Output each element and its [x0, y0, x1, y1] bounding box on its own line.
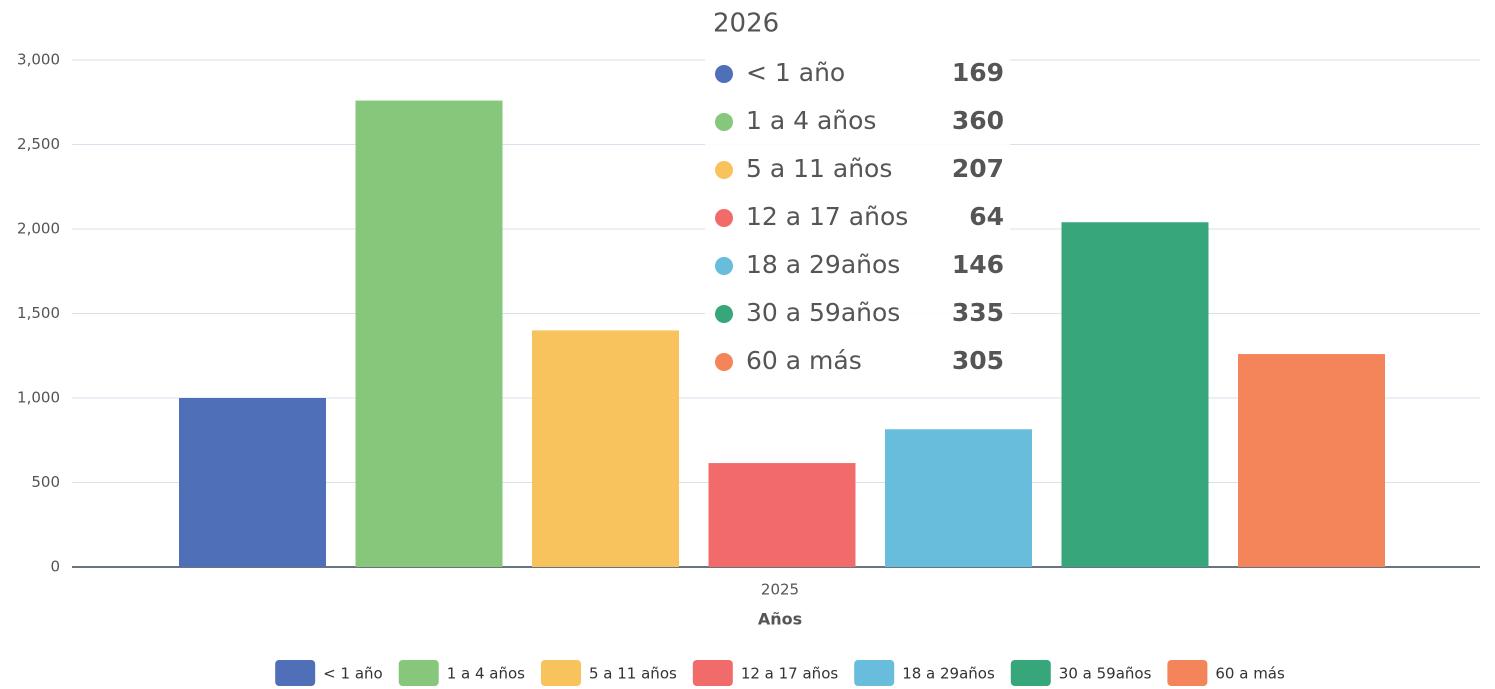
legend-swatch: [854, 660, 895, 686]
bar: [355, 100, 503, 567]
tooltip-value: 305: [952, 346, 1004, 375]
legend-swatch: [398, 660, 439, 686]
y-tick-label: 500: [31, 473, 60, 491]
legend-label: 30 a 59años: [1059, 665, 1152, 683]
bar: [179, 398, 326, 567]
y-tick-label: 0: [50, 558, 60, 576]
tooltip-label: 30 a 59años: [746, 298, 900, 327]
tooltip-label: 60 a más: [746, 346, 862, 375]
tooltip-box: [705, 0, 1010, 386]
bar: [1238, 354, 1385, 567]
tooltip-dot: [715, 65, 733, 83]
tooltip-label: 1 a 4 años: [746, 106, 876, 135]
legend-label: 5 a 11 años: [589, 665, 677, 683]
bar: [885, 429, 1032, 567]
tooltip-dot: [715, 305, 733, 323]
legend-label: 60 a más: [1215, 665, 1285, 683]
legend-label: 12 a 17 años: [741, 665, 839, 683]
tooltip-value: 207: [952, 154, 1004, 183]
tooltip-value: 335: [952, 298, 1004, 327]
tooltip-value: 64: [969, 202, 1004, 231]
y-tick-label: 1,500: [17, 304, 60, 322]
legend-swatch: [1010, 660, 1051, 686]
x-axis-label: Años: [758, 610, 802, 629]
tooltip-title: 2026: [713, 9, 779, 39]
tooltip-dot: [715, 257, 733, 275]
tooltip-value: 146: [952, 250, 1004, 279]
legend-swatch: [275, 660, 316, 686]
tooltip: 2026 < 1 año 169 1 a 4 años 360 5 a 11 años 20…: [705, 0, 1010, 386]
tooltip-value: 169: [952, 58, 1004, 87]
tooltip-dot: [715, 209, 733, 227]
y-tick-label: 1,000: [17, 389, 60, 407]
legend-swatch: [540, 660, 581, 686]
legend-swatch: [692, 660, 733, 686]
x-tick-label: 2025: [761, 581, 799, 599]
tooltip-value: 360: [952, 106, 1004, 135]
bar: [1061, 222, 1209, 568]
legend-label: 18 a 29años: [902, 665, 995, 683]
legend-swatch: [1167, 660, 1208, 686]
tooltip-dot: [715, 113, 733, 131]
legend-label: 1 a 4 años: [447, 665, 525, 683]
y-tick-label: 2,000: [17, 220, 60, 238]
bar: [532, 330, 679, 567]
legend: < 1 año 1 a 4 años 5 a 11 años 12 a 17 años…: [275, 660, 1285, 686]
tooltip-label: 12 a 17 años: [746, 202, 908, 231]
tooltip-dot: [715, 161, 733, 179]
y-tick-label: 2,500: [17, 135, 60, 153]
y-tick-label: 3,000: [17, 51, 60, 69]
tooltip-label: 18 a 29años: [746, 250, 900, 279]
tooltip-dot: [715, 353, 733, 371]
tooltip-label: 5 a 11 años: [746, 154, 892, 183]
bar: [708, 463, 856, 567]
tooltip-label: < 1 año: [746, 58, 845, 87]
legend-label: < 1 año: [323, 665, 383, 683]
